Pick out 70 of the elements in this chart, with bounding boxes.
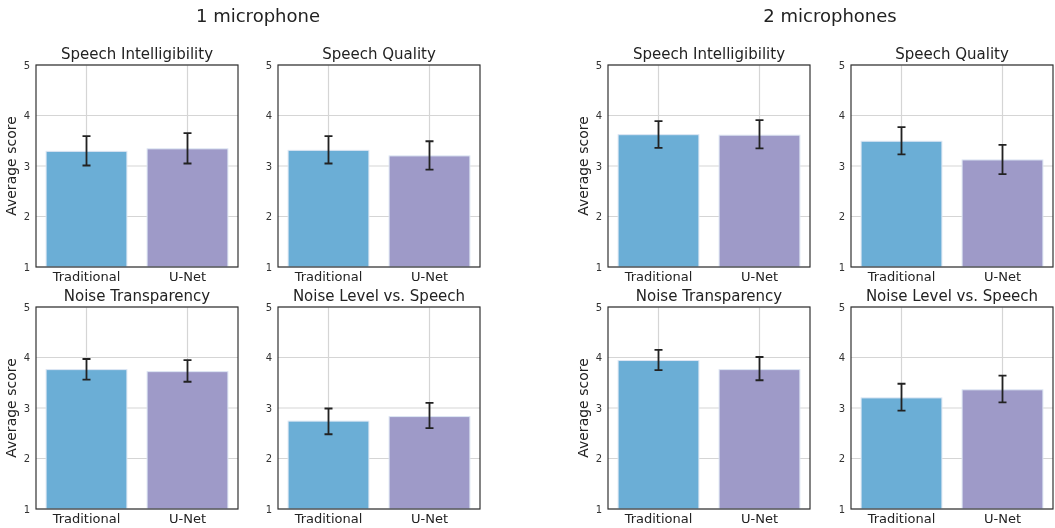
x-tick-label: U-Net	[983, 269, 1022, 285]
y-tick-label: 5	[23, 59, 30, 71]
y-tick-label: 2	[23, 453, 30, 465]
chart-title: Speech Intelligibility	[60, 45, 214, 63]
y-axis-title: Average score	[575, 116, 591, 216]
x-tick-label: U-Net	[983, 511, 1022, 527]
y-tick-label: 1	[23, 503, 30, 515]
y-axis-title: Average score	[3, 358, 19, 458]
text: 1 microphone	[196, 5, 320, 26]
y-tick-label: 1	[265, 261, 272, 273]
y-tick-label: 2	[838, 211, 845, 223]
y-tick-label: 5	[595, 59, 602, 71]
y-tick-label: 4	[838, 110, 845, 122]
x-tick-label: Traditional	[51, 511, 121, 527]
chart-title: Speech Intelligibility	[632, 45, 786, 63]
chart-title: Speech Quality	[895, 45, 1009, 63]
y-tick-label: 3	[595, 402, 602, 414]
y-tick-label: 4	[23, 352, 30, 364]
chart-title: Noise Transparency	[63, 287, 211, 305]
y-tick-label: 5	[265, 301, 272, 313]
y-tick-label: 2	[265, 453, 272, 465]
x-tick-label: U-Net	[410, 269, 449, 285]
x-tick-label: Traditional	[623, 269, 693, 285]
y-tick-label: 4	[265, 110, 272, 122]
x-tick-label: Traditional	[623, 511, 693, 527]
y-tick-label: 3	[595, 160, 602, 172]
y-axis-title: Average score	[575, 358, 591, 458]
y-tick-label: 4	[838, 352, 845, 364]
y-tick-label: 3	[265, 402, 272, 414]
y-tick-label: 2	[838, 453, 845, 465]
chart-title: Speech Quality	[322, 45, 436, 63]
y-tick-label: 3	[838, 402, 845, 414]
y-tick-label: 5	[838, 301, 845, 313]
y-tick-label: 3	[23, 160, 30, 172]
chart-title: Noise Level vs. Speech	[865, 287, 1039, 305]
x-tick-label: U-Net	[168, 269, 207, 285]
y-tick-label: 5	[265, 59, 272, 71]
x-tick-label: U-Net	[740, 269, 779, 285]
y-tick-label: 1	[23, 261, 30, 273]
y-tick-label: 1	[265, 503, 272, 515]
x-tick-label: Traditional	[866, 511, 936, 527]
y-tick-label: 4	[595, 352, 602, 364]
y-tick-label: 1	[595, 261, 602, 273]
x-tick-label: Traditional	[866, 269, 936, 285]
y-tick-label: 3	[265, 160, 272, 172]
y-axis-title: Average score	[3, 116, 19, 216]
y-tick-label: 4	[595, 110, 602, 122]
y-tick-label: 4	[23, 110, 30, 122]
y-tick-label: 3	[23, 402, 30, 414]
x-tick-label: Traditional	[293, 511, 363, 527]
chart-title: Noise Transparency	[635, 287, 783, 305]
y-tick-label: 2	[265, 211, 272, 223]
y-tick-label: 5	[595, 301, 602, 313]
y-tick-label: 2	[23, 211, 30, 223]
text: 2 microphones	[763, 5, 897, 26]
x-tick-label: U-Net	[740, 511, 779, 527]
y-tick-label: 5	[838, 59, 845, 71]
y-tick-label: 5	[23, 301, 30, 313]
y-tick-label: 2	[595, 211, 602, 223]
x-tick-label: Traditional	[293, 269, 363, 285]
y-tick-label: 1	[838, 261, 845, 273]
y-tick-label: 1	[595, 503, 602, 515]
y-tick-label: 3	[838, 160, 845, 172]
x-tick-label: U-Net	[410, 511, 449, 527]
y-tick-label: 4	[265, 352, 272, 364]
y-tick-label: 2	[595, 453, 602, 465]
chart-title: Noise Level vs. Speech	[292, 287, 466, 305]
y-tick-label: 1	[838, 503, 845, 515]
x-tick-label: Traditional	[51, 269, 121, 285]
x-tick-label: U-Net	[168, 511, 207, 527]
